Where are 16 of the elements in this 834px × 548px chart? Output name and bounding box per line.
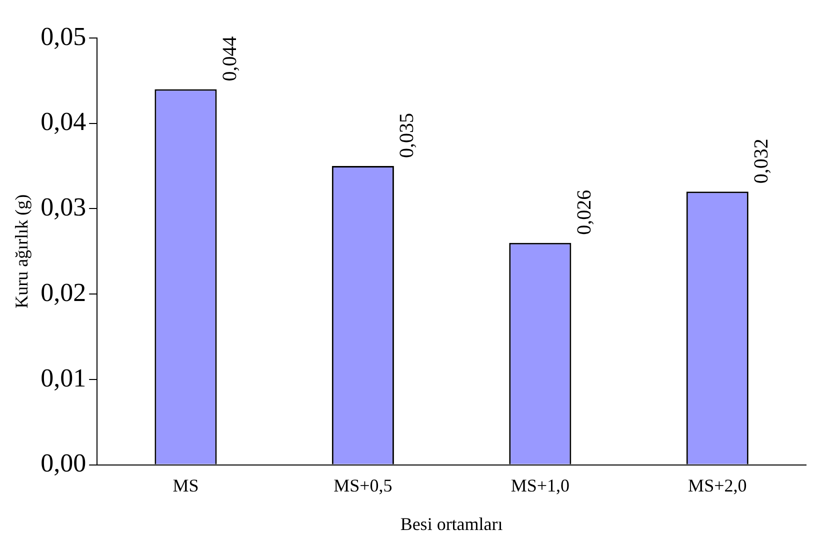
- y-tick-label: 0,03: [40, 192, 86, 222]
- y-tick-label: 0,00: [40, 448, 86, 478]
- x-axis-title: Besi ortamları: [400, 514, 503, 534]
- data-label: 0,026: [573, 190, 596, 235]
- data-label: 0,032: [750, 138, 773, 184]
- x-tick-label: MS+1,0: [510, 475, 570, 496]
- data-label: 0,035: [396, 113, 418, 158]
- y-tick-label: 0,01: [40, 363, 86, 392]
- x-tick-label: MS: [172, 475, 199, 496]
- x-tick-label: MS+0,5: [334, 475, 392, 496]
- y-tick-label: 0,02: [40, 278, 86, 307]
- y-tick-label: 0,04: [40, 107, 86, 136]
- y-axis-title: Kuru ağırlık (g): [12, 194, 32, 308]
- data-label: 0,044: [218, 36, 241, 82]
- y-tick-label: 0,05: [40, 22, 86, 51]
- x-tick-label: MS+2,0: [688, 475, 747, 496]
